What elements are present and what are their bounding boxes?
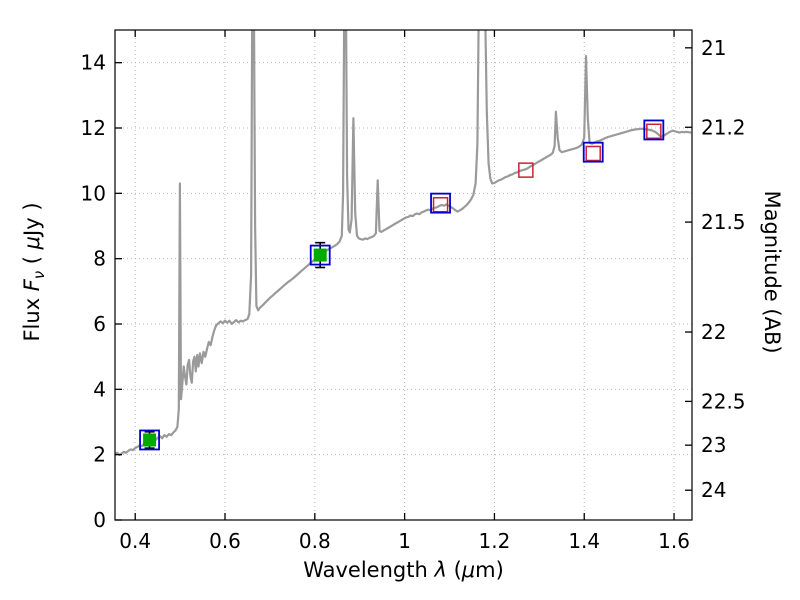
right-y-axis-label: Magnitude (AB) — [760, 190, 784, 354]
model-photometry-point-red — [585, 145, 601, 162]
model-spectrum-line — [115, 30, 692, 457]
plot-border — [114, 29, 693, 521]
y-label-F: F — [19, 279, 44, 292]
observed-photometry-point — [313, 248, 327, 262]
left-y-axis-label: Flux Fν ( μJy ) — [20, 202, 48, 341]
y-tick-label-right: 22 — [701, 320, 726, 344]
y-tick-label-right: 24 — [701, 478, 726, 502]
y-tick-label-left: 4 — [93, 377, 106, 401]
y-label-flux: Flux — [19, 291, 44, 342]
y-label-nu: ν — [31, 270, 49, 280]
y-tick-label-left: 2 — [93, 443, 106, 467]
x-tick-label: 0.8 — [299, 529, 331, 553]
y-tick-label-left: 6 — [93, 312, 106, 336]
y-tick-label-right: 23 — [701, 433, 726, 457]
y-tick-label-right: 21.2 — [701, 115, 746, 139]
y-tick-label-right: 22.5 — [701, 389, 746, 413]
x-tick-label: 0.4 — [119, 529, 151, 553]
x-label-mu: μ — [461, 558, 476, 582]
y-label-mu: μ — [19, 235, 44, 250]
model-photometry-point-red — [646, 123, 662, 140]
x-label-close: m) — [475, 558, 504, 582]
model-photometry-point-blue — [582, 141, 604, 163]
y-tick-label-right: 21 — [701, 36, 726, 60]
y-tick-label-left: 12 — [81, 116, 106, 140]
x-tick-label: 1.6 — [658, 529, 690, 553]
x-axis-label: Wavelength λ (μm) — [115, 558, 692, 582]
model-photometry-point-blue — [309, 244, 331, 266]
y-tick-label-left: 10 — [81, 181, 106, 205]
model-photometry-point-blue — [139, 429, 160, 451]
x-label-open: ( — [446, 558, 462, 582]
x-tick-label: 1 — [398, 529, 411, 553]
y-label-open: ( — [19, 249, 44, 271]
model-photometry-point-blue — [643, 119, 665, 141]
y-tick-label-left: 14 — [81, 51, 106, 75]
y-tick-label-right: 21.5 — [701, 210, 746, 234]
x-tick-label: 0.6 — [209, 529, 241, 553]
model-photometry-point-red — [518, 162, 534, 178]
observed-photometry-point — [143, 433, 157, 447]
model-photometry-point-blue — [430, 192, 451, 214]
y-tick-label-left: 0 — [93, 508, 106, 532]
x-label-lambda: λ — [434, 558, 447, 582]
x-tick-label: 1.2 — [479, 529, 511, 553]
x-tick-label: 1.4 — [568, 529, 600, 553]
x-label-text: Wavelength — [303, 558, 435, 582]
y-label-close: Jy ) — [19, 202, 44, 236]
y-tick-label-left: 8 — [93, 247, 106, 271]
